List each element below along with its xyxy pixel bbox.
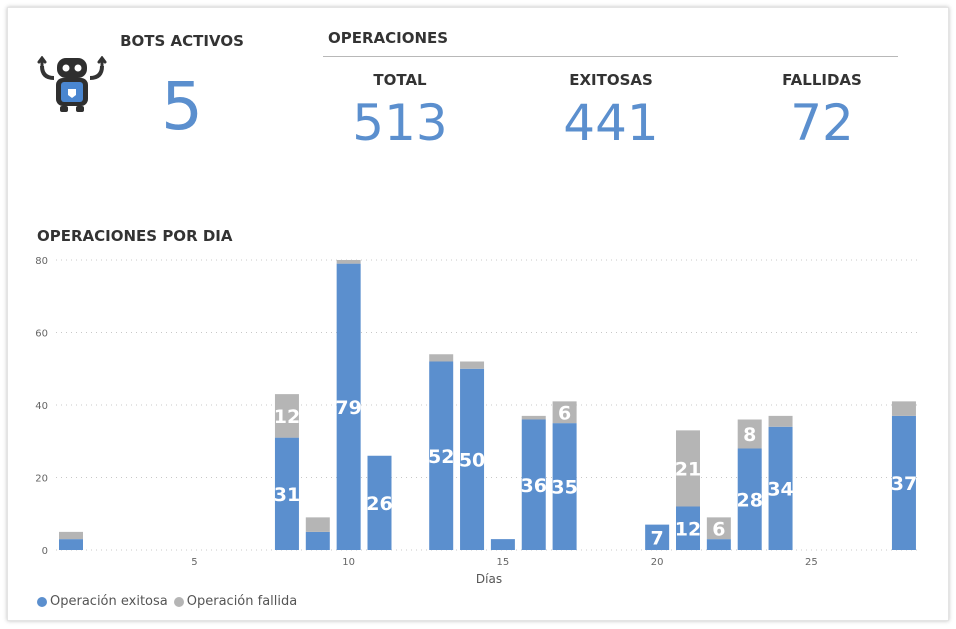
x-tick-label: 20: [651, 557, 664, 568]
fallidas-value: 72: [790, 94, 854, 152]
data-label: 7: [651, 527, 664, 549]
y-tick-label: 20: [35, 474, 48, 485]
total-value: 513: [352, 94, 448, 152]
bar-fallida: [305, 517, 330, 532]
x-axis-title: Días: [476, 572, 502, 586]
data-label: 8: [743, 424, 756, 446]
data-label: 36: [521, 475, 547, 497]
data-label: 6: [712, 518, 725, 540]
data-label: 79: [335, 397, 361, 419]
legend-item-exitosa[interactable]: Operación exitosa: [37, 594, 168, 609]
bar-exitosa: [336, 263, 361, 550]
legend-dot-icon: [173, 596, 184, 607]
bar-fallida: [521, 415, 546, 420]
data-label: 31: [274, 484, 300, 506]
bar-exitosa: [490, 539, 515, 550]
y-tick-label: 60: [35, 329, 48, 340]
exitosas-label: EXITOSAS: [569, 71, 653, 89]
robot-icon: [37, 56, 107, 112]
bots-title: BOTS ACTIVOS: [120, 32, 244, 50]
exitosas-value: 441: [563, 94, 659, 152]
data-label: 21: [675, 458, 701, 480]
x-tick-label: 15: [497, 557, 510, 568]
data-label: 12: [274, 406, 300, 428]
legend-label-exitosa: Operación exitosa: [50, 594, 168, 609]
data-label: 34: [767, 478, 793, 500]
bar-fallida: [768, 415, 793, 427]
data-label: 35: [551, 477, 577, 499]
bar-fallida: [552, 401, 577, 424]
bar-fallida: [676, 430, 700, 507]
chart-title: OPERACIONES POR DIA: [37, 227, 233, 245]
data-label: 28: [736, 489, 762, 511]
bar-exitosa: [552, 423, 577, 550]
bar-exitosa: [737, 448, 762, 550]
bar-exitosa: [367, 455, 392, 550]
bar-exitosa: [274, 437, 299, 550]
total-label: TOTAL: [373, 71, 427, 89]
bar-fallida: [706, 517, 731, 540]
legend-label-fallida: Operación fallida: [186, 594, 298, 609]
chart-legend: Operación exitosa Operación fallida: [37, 594, 303, 609]
x-tick-label: 5: [191, 557, 197, 568]
bar-fallida: [429, 354, 454, 362]
bar-exitosa: [460, 368, 485, 550]
data-label: 26: [366, 493, 392, 515]
legend-dot-icon: [37, 596, 47, 607]
bar-exitosa: [521, 419, 546, 550]
bots-value: 5: [161, 68, 203, 145]
bar-fallida: [59, 531, 83, 540]
bar-fallida: [891, 401, 916, 416]
bar-exitosa: [429, 361, 454, 550]
data-label: 52: [428, 446, 454, 468]
bar-fallida: [460, 361, 485, 369]
data-label: 12: [675, 518, 701, 540]
y-tick-label: 0: [42, 546, 48, 557]
y-tick-label: 80: [35, 256, 48, 267]
data-label: 50: [459, 449, 485, 471]
bar-exitosa: [59, 539, 83, 550]
operaciones-title: OPERACIONES: [328, 29, 449, 47]
bar-exitosa: [768, 426, 793, 550]
data-label: 37: [891, 473, 917, 495]
x-tick-label: 10: [342, 557, 355, 568]
operaciones-divider: [323, 56, 898, 57]
legend-item-fallida[interactable]: Operación fallida: [173, 594, 298, 609]
x-tick-label: 25: [805, 557, 818, 568]
bar-exitosa: [706, 539, 731, 550]
bar-fallida: [737, 419, 762, 449]
bar-exitosa: [676, 506, 700, 550]
bar-fallida: [274, 394, 299, 438]
data-label: 6: [558, 402, 571, 424]
fallidas-label: FALLIDAS: [782, 71, 862, 89]
bar-exitosa: [305, 531, 330, 550]
bar-exitosa: [891, 415, 916, 550]
bar-fallida: [336, 260, 361, 264]
y-tick-label: 40: [35, 401, 48, 412]
bar-exitosa: [645, 524, 670, 550]
